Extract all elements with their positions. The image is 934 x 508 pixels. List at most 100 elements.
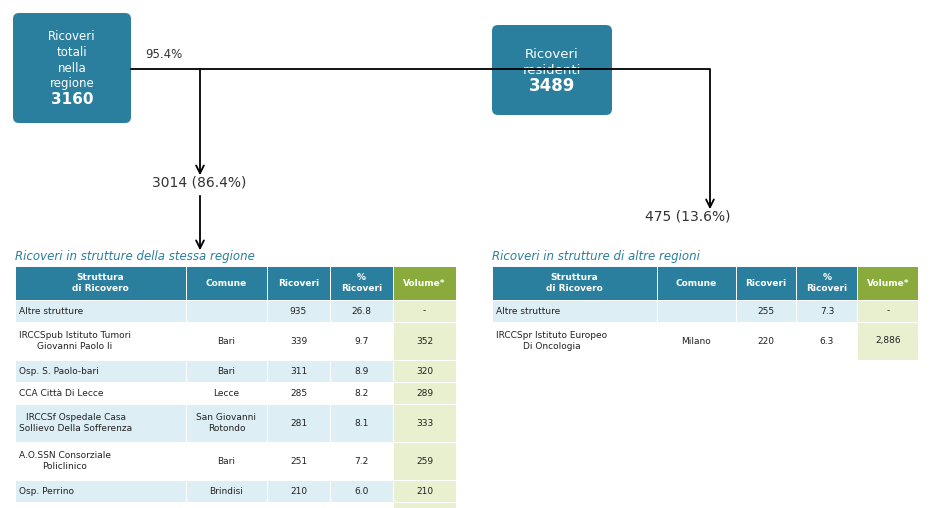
Bar [267,502,330,508]
Bar [492,266,658,300]
Bar [492,322,658,360]
Text: CCA Città Di Lecce: CCA Città Di Lecce [19,389,104,397]
Bar [15,404,186,442]
Bar [492,300,658,322]
Bar [15,266,186,300]
Text: 935: 935 [290,306,307,315]
Text: Ricoveri: Ricoveri [278,278,319,288]
Text: residenti: residenti [523,64,581,77]
Bar [797,266,857,300]
Bar [393,442,456,480]
Bar [330,266,393,300]
Text: 7.2: 7.2 [354,457,369,465]
Text: -: - [423,306,426,315]
Text: IRCCSf Ospedale Casa
Sollievo Della Sofferenza: IRCCSf Ospedale Casa Sollievo Della Soff… [19,414,132,433]
Text: Ricoveri: Ricoveri [745,278,786,288]
Text: totali: totali [57,46,87,58]
Text: Ricoveri in strutture della stessa regione: Ricoveri in strutture della stessa regio… [15,250,255,263]
Bar [267,404,330,442]
Bar [393,322,456,360]
Bar [658,300,736,322]
Bar [267,442,330,480]
Text: 320: 320 [416,366,433,375]
Text: Osp. S. Paolo-bari: Osp. S. Paolo-bari [19,366,99,375]
Bar [736,322,797,360]
Bar [186,442,267,480]
Text: %
Ricoveri: % Ricoveri [806,273,847,293]
FancyBboxPatch shape [492,25,612,115]
Text: Milano: Milano [682,336,712,345]
Bar [857,322,918,360]
Bar [330,404,393,442]
Text: 251: 251 [290,457,307,465]
Text: 285: 285 [290,389,307,397]
Text: 6.3: 6.3 [820,336,834,345]
Bar [393,502,456,508]
Bar [267,360,330,382]
Bar [15,382,186,404]
Text: %
Ricoveri: % Ricoveri [341,273,382,293]
Text: 9.7: 9.7 [354,336,369,345]
Bar [15,480,186,502]
FancyBboxPatch shape [13,13,131,123]
Bar [186,404,267,442]
Text: 339: 339 [290,336,307,345]
Text: Ricoveri: Ricoveri [49,29,96,43]
Bar [857,266,918,300]
Bar [393,404,456,442]
Text: 3160: 3160 [50,92,93,108]
Text: IRCCSpr Istituto Europeo
Di Oncologia: IRCCSpr Istituto Europeo Di Oncologia [496,331,607,351]
Text: San Giovanni
Rotondo: San Giovanni Rotondo [196,414,257,433]
Text: Altre strutture: Altre strutture [19,306,83,315]
Bar [186,300,267,322]
Bar [186,480,267,502]
Bar [15,300,186,322]
Bar [658,322,736,360]
Bar [330,502,393,508]
Text: 210: 210 [290,487,307,495]
Text: 220: 220 [757,336,774,345]
Text: Lecce: Lecce [214,389,239,397]
Bar [330,322,393,360]
Bar [15,360,186,382]
Text: 6.0: 6.0 [354,487,369,495]
Text: Bari: Bari [218,336,235,345]
Bar [15,322,186,360]
Text: Ricoveri in strutture di altre regioni: Ricoveri in strutture di altre regioni [492,250,700,263]
Bar [186,266,267,300]
Bar [330,300,393,322]
Bar [267,266,330,300]
Text: Volume*: Volume* [867,278,909,288]
Text: Volume*: Volume* [403,278,446,288]
Bar [186,322,267,360]
Bar [186,360,267,382]
Text: Osp. Perrino: Osp. Perrino [19,487,74,495]
Text: 8.9: 8.9 [354,366,369,375]
Text: 281: 281 [290,419,307,428]
Bar [330,480,393,502]
Text: Ricoveri: Ricoveri [525,48,579,60]
Bar [267,300,330,322]
Text: 475 (13.6%): 475 (13.6%) [645,209,730,223]
Text: 95.4%: 95.4% [145,48,182,61]
Bar [393,360,456,382]
Text: 255: 255 [757,306,774,315]
Text: 8.1: 8.1 [354,419,369,428]
Bar [330,442,393,480]
Bar [393,266,456,300]
Bar [797,300,857,322]
Text: nella: nella [58,61,86,75]
Text: A.O.SSN Consorziale
Policlinico: A.O.SSN Consorziale Policlinico [19,451,111,471]
Bar [15,502,186,508]
Bar [186,382,267,404]
Bar [186,502,267,508]
Text: 289: 289 [416,389,433,397]
Text: 7.3: 7.3 [820,306,834,315]
Text: -: - [886,306,889,315]
Text: Comune: Comune [676,278,717,288]
Text: Brindisi: Brindisi [209,487,244,495]
Bar [393,480,456,502]
Bar [393,382,456,404]
Text: IRCCSpub Istituto Tumori
Giovanni Paolo Ii: IRCCSpub Istituto Tumori Giovanni Paolo … [19,331,131,351]
Bar [393,300,456,322]
